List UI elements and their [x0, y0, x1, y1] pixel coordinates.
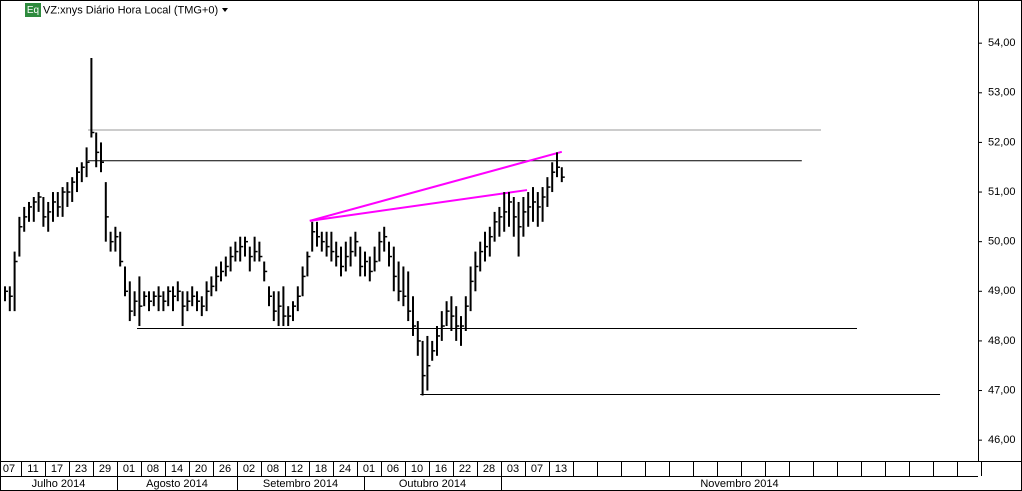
x-tick-label: 13: [555, 463, 567, 475]
y-tick-label: 49,00: [988, 285, 1016, 297]
x-tick-label: 07: [531, 463, 543, 475]
y-tick-label: 48,00: [988, 335, 1016, 347]
x-tick-label: 28: [483, 463, 495, 475]
y-tick-label: 51,00: [988, 186, 1016, 198]
x-tick-label: 06: [387, 463, 399, 475]
x-tick-label: 17: [51, 463, 63, 475]
x-tick-label: 08: [267, 463, 279, 475]
x-tick-label: 01: [123, 463, 135, 475]
month-label: Novembro 2014: [700, 478, 778, 490]
x-tick-label: 10: [411, 463, 423, 475]
y-tick-label: 52,00: [988, 136, 1016, 148]
y-tick-label: 47,00: [988, 384, 1016, 396]
month-label: Outubro 2014: [399, 478, 466, 490]
x-tick-label: 02: [243, 463, 255, 475]
x-tick-label: 20: [195, 463, 207, 475]
y-tick-label: 50,00: [988, 236, 1016, 248]
x-tick-label: 11: [27, 463, 38, 475]
badge: Eq: [27, 5, 39, 16]
x-tick-label: 24: [339, 463, 351, 475]
chart-title[interactable]: VZ:xnys Diário Hora Local (TMG+0): [43, 4, 218, 16]
x-tick-label: 12: [291, 463, 303, 475]
month-label: Agosto 2014: [146, 478, 208, 490]
month-label: Julho 2014: [32, 478, 86, 490]
y-tick-label: 53,00: [988, 87, 1016, 99]
x-tick-label: 26: [219, 463, 231, 475]
month-label: Setembro 2014: [263, 478, 338, 490]
title-dropdown[interactable]: [222, 8, 228, 12]
x-tick-label: 29: [99, 463, 111, 475]
x-tick-label: 18: [315, 463, 327, 475]
trend-line: [309, 150, 563, 222]
y-tick-label: 46,00: [988, 434, 1016, 446]
x-tick-label: 08: [147, 463, 159, 475]
x-tick-label: 16: [435, 463, 447, 475]
x-tick-label: 23: [75, 463, 87, 475]
x-tick-label: 22: [459, 463, 471, 475]
x-tick-label: 14: [171, 463, 183, 475]
x-tick-label: 01: [363, 463, 375, 475]
trend-line: [309, 189, 528, 222]
x-tick-label: 07: [3, 463, 15, 475]
y-tick-label: 54,00: [988, 37, 1016, 49]
x-tick-label: 03: [507, 463, 519, 475]
badge-bg: [25, 3, 41, 17]
